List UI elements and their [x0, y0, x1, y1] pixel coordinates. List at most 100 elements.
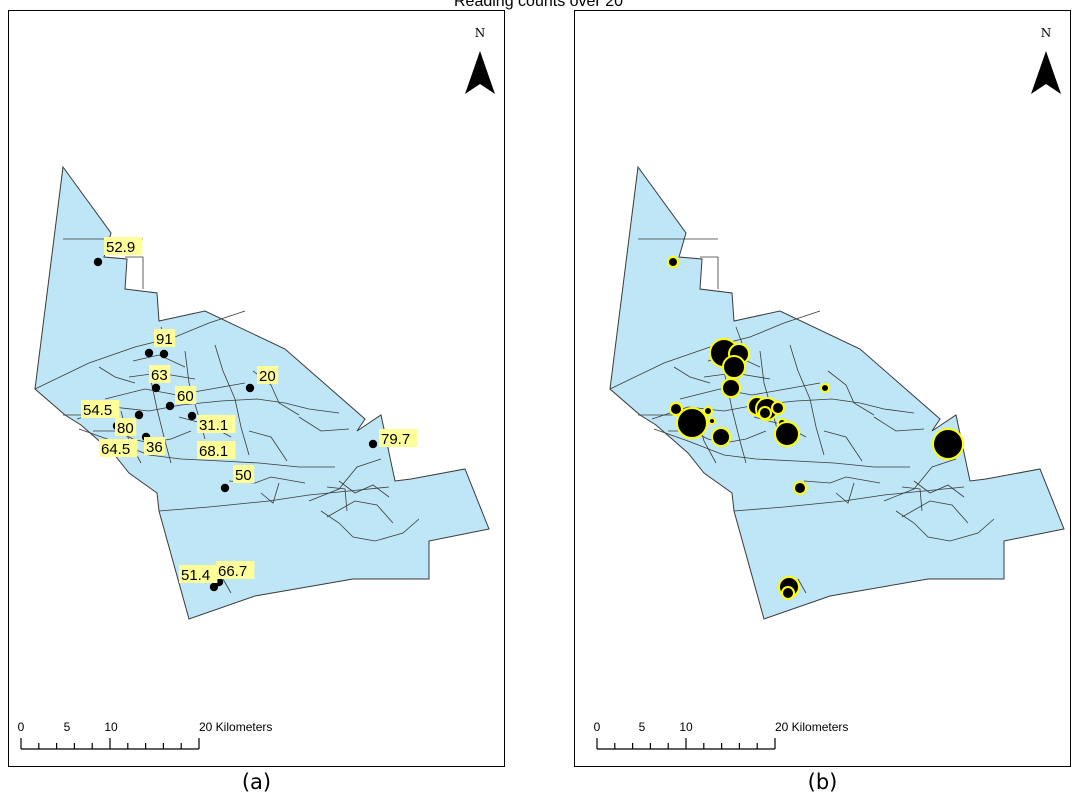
- scale-label-5: 5: [639, 720, 646, 734]
- sub-region-line: [338, 480, 390, 498]
- data-point: [134, 410, 144, 420]
- page-title: Reading counts over 20: [454, 0, 623, 10]
- proportional-symbol: [781, 586, 795, 600]
- sub-region-line: [214, 344, 250, 456]
- north-arrow-icon: [465, 51, 495, 94]
- value-label: 63: [151, 367, 168, 384]
- value-label: 20: [259, 368, 276, 385]
- proportional-symbol: [932, 428, 964, 460]
- value-label: 79.7: [381, 431, 410, 448]
- proportional-symbol: [667, 256, 679, 268]
- value-label: 54.5: [83, 402, 112, 419]
- value-label-bg: [379, 429, 418, 447]
- sub-region-line: [673, 366, 711, 384]
- value-label: 66.7: [218, 563, 247, 580]
- sub-region-line: [326, 500, 394, 524]
- data-point: [245, 383, 255, 393]
- sub-region-line: [98, 366, 136, 384]
- sub-region-line: [132, 354, 186, 368]
- sub-region-line: [76, 398, 340, 420]
- value-label-bg: [197, 415, 236, 433]
- scale-bar-ticks: [20, 738, 200, 750]
- sub-region-line: [823, 430, 863, 462]
- sub-region-line: [651, 398, 915, 420]
- value-label-bg: [154, 329, 176, 347]
- scale-label-10: 10: [679, 720, 693, 734]
- caption-a: (a): [241, 770, 272, 794]
- sub-region-line: [248, 430, 288, 462]
- caption-b: (b): [807, 770, 838, 794]
- scale-label-0: 0: [594, 720, 601, 734]
- map-panel-b: N 0 5 10 20 Kilometers: [574, 10, 1071, 767]
- scale-label-5: 5: [64, 720, 71, 734]
- sub-region-line: [901, 500, 969, 524]
- value-label-bg: [175, 386, 197, 404]
- sub-region-line: [835, 482, 855, 504]
- sub-region-line: [222, 578, 232, 594]
- value-label: 80: [117, 420, 134, 437]
- sub-region-line: [298, 416, 350, 432]
- proportional-symbol: [793, 481, 807, 495]
- value-label: 68.1: [199, 443, 228, 460]
- value-label: 50: [235, 467, 252, 484]
- sub-region-line: [759, 350, 781, 440]
- north-arrow-label: N: [475, 26, 486, 40]
- sub-region-line: [901, 486, 923, 512]
- proportional-symbol: [711, 427, 731, 447]
- map-panel-a: 52.9 91 63 20 54.5 80 60 31.1 79.7 64.5 36 68.1 50 51…: [8, 10, 505, 767]
- sub-region-line: [883, 458, 957, 502]
- proportional-symbol: [758, 406, 772, 420]
- proportional-symbol: [669, 402, 683, 416]
- data-point: [165, 401, 175, 411]
- data-point: [144, 348, 154, 358]
- proportional-symbol: [708, 417, 716, 425]
- sub-region-line: [797, 578, 807, 594]
- sub-region-line: [913, 480, 965, 498]
- data-point: [220, 483, 230, 493]
- sub-region-line: [260, 482, 280, 504]
- sub-region-line: [158, 486, 390, 512]
- sub-region-line: [803, 476, 881, 484]
- sub-region-line: [653, 428, 910, 468]
- map-b-canvas: N 0 5 10 20 Kilometers: [594, 26, 1065, 750]
- proportional-symbol: [820, 383, 830, 393]
- proportional-symbol: [774, 421, 800, 447]
- scale-bar: 0 5 10 20 Kilometers: [18, 720, 272, 750]
- value-label: 52.9: [106, 239, 135, 256]
- north-arrow-icon: [1031, 51, 1061, 94]
- north-arrow: N: [465, 26, 495, 94]
- value-label-bg: [233, 465, 255, 483]
- proportional-symbol: [676, 407, 708, 439]
- sub-region-line: [320, 510, 420, 542]
- sub-region-line: [700, 256, 719, 289]
- map-a-points: 52.9 91 63 20 54.5 80 60 31.1 79.7 64.5 36 68.1 50 51…: [81, 237, 418, 592]
- value-label: 31.1: [199, 417, 228, 434]
- value-label-bg: [115, 418, 137, 436]
- scale-bar: 0 5 10 20 Kilometers: [594, 720, 848, 750]
- value-label-bg: [144, 437, 166, 455]
- value-label-bg: [99, 439, 138, 457]
- sub-region-line: [895, 510, 995, 542]
- sub-region-line: [733, 486, 965, 512]
- value-label-bg: [197, 441, 236, 459]
- sub-region-line: [827, 370, 875, 416]
- scale-bar-ticks: [596, 738, 776, 750]
- scale-label-10: 10: [104, 720, 118, 734]
- sub-region-line: [873, 416, 925, 432]
- map-b-proportional-symbols: [667, 256, 964, 600]
- north-arrow-label: N: [1041, 26, 1052, 40]
- value-label: 60: [177, 388, 194, 405]
- value-label: 36: [146, 439, 163, 456]
- data-point: [368, 439, 378, 449]
- sub-region-line: [735, 326, 743, 344]
- map-b-regions: [609, 165, 1065, 620]
- region-boundary: [34, 165, 490, 620]
- value-label-bg: [216, 561, 255, 579]
- north-arrow: N: [1031, 26, 1061, 94]
- value-label-bg: [179, 565, 218, 583]
- sub-region-line: [93, 430, 192, 444]
- sub-region-line: [679, 382, 821, 400]
- value-label-bg: [81, 400, 120, 418]
- region-layer: [609, 165, 1065, 620]
